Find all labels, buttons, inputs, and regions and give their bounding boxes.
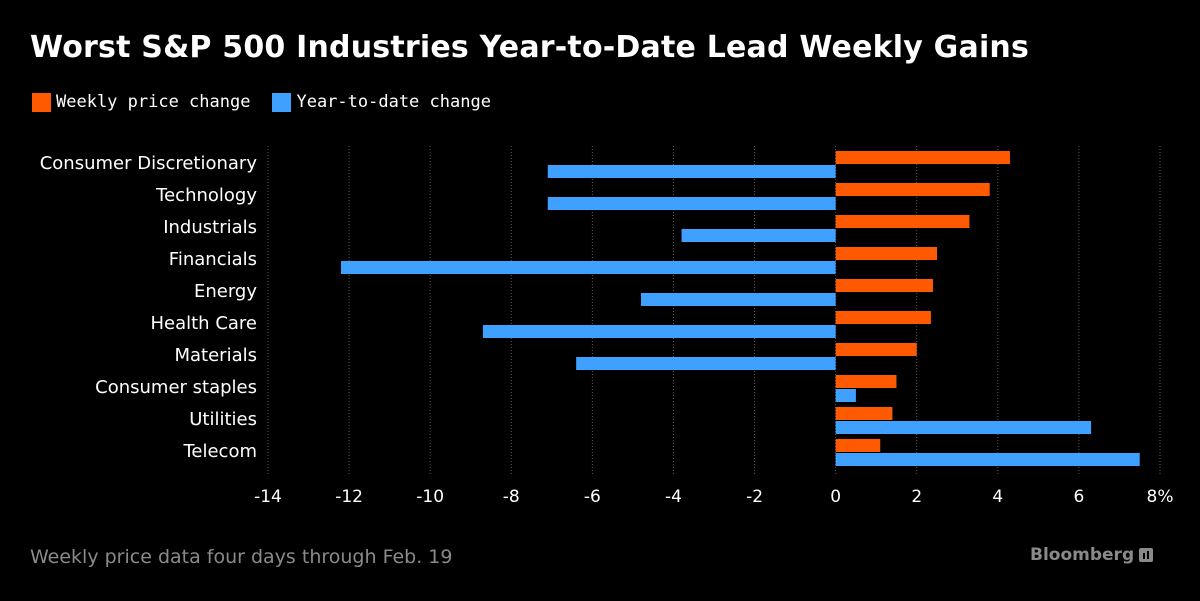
x-tick-label: 2 (911, 487, 922, 507)
chart-title: Worst S&P 500 Industries Year-to-Date Le… (30, 30, 1030, 65)
brand-logo: Bloomberg (1030, 545, 1154, 565)
bar-year-to-date-change (681, 229, 836, 242)
x-tick-label: -12 (335, 487, 363, 507)
x-tick-label: 0 (830, 487, 841, 507)
bar-year-to-date-change (547, 165, 836, 178)
brand-name: Bloomberg (1030, 545, 1135, 565)
x-tick-label: -14 (254, 487, 282, 507)
bar-weekly-price-change (835, 407, 893, 420)
bar-weekly-price-change (835, 279, 933, 292)
category-label: Utilities (189, 409, 257, 430)
bar-year-to-date-change (835, 421, 1092, 434)
bar-year-to-date-change (547, 197, 836, 210)
legend-label-ytd: Year-to-date change (296, 92, 491, 112)
bar-weekly-price-change (835, 375, 897, 388)
category-label: Consumer Discretionary (40, 153, 258, 174)
legend-item-weekly: Weekly price change (32, 92, 250, 112)
category-label: Technology (155, 185, 257, 206)
category-label: Industrials (163, 217, 257, 238)
category-label: Consumer staples (95, 377, 257, 398)
bar-year-to-date-change (340, 261, 836, 274)
x-tick-label: 8% (1147, 487, 1174, 507)
x-tick-label: -8 (503, 487, 520, 507)
category-label: Telecom (182, 441, 257, 462)
x-tick-label: -4 (665, 487, 682, 507)
bar-weekly-price-change (835, 183, 990, 196)
bar-weekly-price-change (835, 311, 931, 324)
legend-swatch-ytd (272, 92, 292, 112)
category-label: Materials (174, 345, 257, 366)
footnote: Weekly price data four days through Feb.… (30, 546, 453, 568)
x-tick-label: -2 (746, 487, 763, 507)
bar-year-to-date-change (835, 389, 856, 402)
bar-year-to-date-change (482, 325, 836, 338)
bar-weekly-price-change (835, 439, 881, 452)
bar-year-to-date-change (641, 293, 836, 306)
legend-item-ytd: Year-to-date change (272, 92, 491, 112)
bar-year-to-date-change (576, 357, 836, 370)
chart-legend: Weekly price change Year-to-date change (32, 92, 513, 112)
bloomberg-chart-icon (1139, 548, 1154, 562)
x-tick-label: 6 (1073, 487, 1084, 507)
category-label: Health Care (150, 313, 257, 334)
bar-weekly-price-change (835, 151, 1010, 164)
legend-swatch-weekly (32, 92, 51, 112)
x-tick-label: -10 (416, 487, 444, 507)
category-label: Energy (194, 281, 257, 302)
x-tick-label: -6 (584, 487, 601, 507)
bar-weekly-price-change (835, 215, 970, 228)
bar-weekly-price-change (835, 247, 937, 260)
bar-year-to-date-change (835, 453, 1140, 466)
x-tick-label: 4 (992, 487, 1003, 507)
bar-weekly-price-change (835, 343, 917, 356)
category-label: Financials (169, 249, 257, 270)
legend-label-weekly: Weekly price change (56, 92, 251, 112)
